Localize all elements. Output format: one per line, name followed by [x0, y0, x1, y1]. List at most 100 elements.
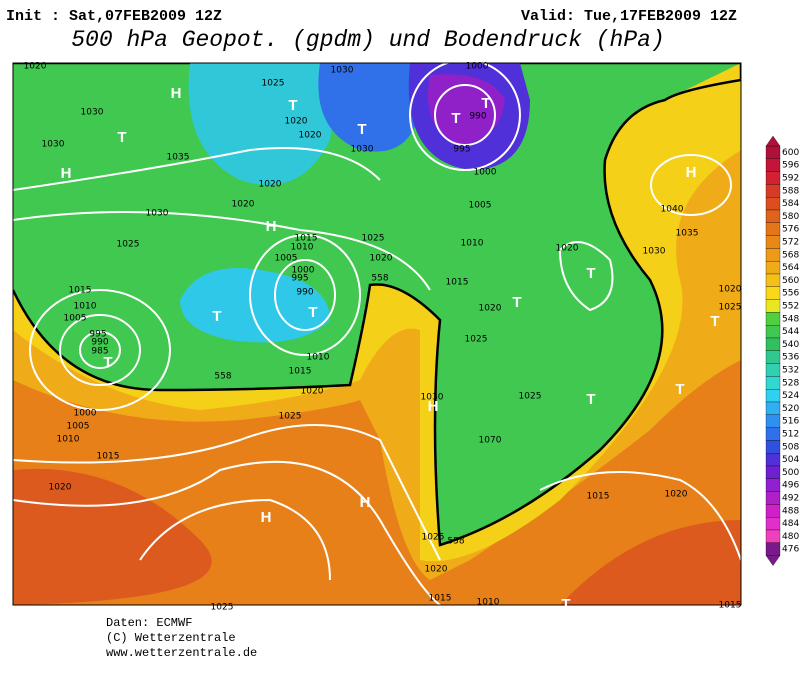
- legend-label: 540: [782, 340, 799, 350]
- isobar-label: 1000: [74, 409, 97, 419]
- legend-swatch: [765, 363, 781, 377]
- isobar-label: 995: [89, 330, 106, 340]
- isobar-label: 1020: [259, 180, 282, 190]
- pressure-center: T: [481, 95, 490, 112]
- legend-swatch: [765, 453, 781, 467]
- isobar-label: 1025: [211, 603, 234, 613]
- isobar-label: 1030: [331, 66, 354, 76]
- isobar-label: 990: [91, 338, 108, 348]
- isobar-label: 1025: [279, 412, 302, 422]
- isobar-label: 1035: [167, 153, 190, 163]
- legend-swatch: [765, 325, 781, 339]
- isobar-label: 1000: [474, 168, 497, 178]
- pressure-center: T: [103, 354, 112, 371]
- isobar-label: 558: [371, 274, 388, 284]
- isobar-label: 1020: [232, 200, 255, 210]
- isobar-label: 1025: [719, 303, 742, 313]
- isobar-label: 1015: [429, 594, 452, 604]
- isobar-label: 1010: [307, 353, 330, 363]
- copyright: (C) Wetterzentrale: [106, 631, 236, 645]
- isobar-label: 1025: [519, 392, 542, 402]
- pressure-center: H: [428, 398, 439, 415]
- legend-label: 572: [782, 238, 799, 248]
- legend-swatch: [765, 376, 781, 390]
- legend-label: 488: [782, 506, 799, 516]
- legend-label: 548: [782, 314, 799, 324]
- legend-swatch: [765, 440, 781, 454]
- isobar-label: 1020: [556, 244, 579, 254]
- legend-label: 544: [782, 327, 799, 337]
- legend-label: 588: [782, 186, 799, 196]
- map-field: [12, 62, 742, 606]
- legend-swatch: [765, 299, 781, 313]
- isobar-label: 1015: [295, 234, 318, 244]
- isobar-label: 1030: [421, 393, 444, 403]
- isobar-label: 1020: [49, 483, 72, 493]
- legend-label: 484: [782, 519, 799, 529]
- legend-label: 512: [782, 430, 799, 440]
- isobar-label: 995: [453, 145, 470, 155]
- pressure-center: T: [357, 121, 366, 138]
- legend-swatch: [765, 529, 781, 543]
- legend-label: 516: [782, 417, 799, 427]
- legend-swatch: [765, 389, 781, 403]
- legend-label: 556: [782, 289, 799, 299]
- isobar-label: 1015: [446, 278, 469, 288]
- legend-label: 520: [782, 404, 799, 414]
- isobar-label: 1020: [301, 387, 324, 397]
- legend-label: 500: [782, 468, 799, 478]
- isobar-label: 1030: [351, 145, 374, 155]
- legend-swatch: [765, 427, 781, 441]
- legend-swatch: [765, 209, 781, 223]
- isobar-label: 1015: [69, 286, 92, 296]
- isobar-label: 1020: [299, 131, 322, 141]
- isobar-label: 1025: [262, 79, 285, 89]
- legend-label: 564: [782, 263, 799, 273]
- legend-swatch: [765, 286, 781, 300]
- isobar-label: 1005: [67, 422, 90, 432]
- pressure-center: T: [710, 313, 719, 330]
- legend-swatch: [765, 184, 781, 198]
- pressure-center: H: [61, 165, 72, 182]
- isobar-label: 1000: [466, 62, 489, 72]
- isobar-label: 1020: [370, 254, 393, 264]
- isobar-label: 995: [291, 274, 308, 284]
- legend-swatch: [765, 197, 781, 211]
- website: www.wetterzentrale.de: [106, 646, 257, 660]
- valid-time: Valid: Tue,17FEB2009 12Z: [521, 8, 737, 25]
- legend-label: 504: [782, 455, 799, 465]
- isobar-label: 1020: [425, 565, 448, 575]
- legend-label: 532: [782, 366, 799, 376]
- isobar-label: 1020: [24, 62, 47, 72]
- legend-swatch: [765, 261, 781, 275]
- legend-label: 552: [782, 302, 799, 312]
- legend-label: 492: [782, 494, 799, 504]
- legend-swatch: [765, 414, 781, 428]
- legend-swatch: [765, 158, 781, 172]
- isobar-label: 1020: [665, 490, 688, 500]
- isobar-label: 990: [296, 288, 313, 298]
- legend-swatch: [765, 491, 781, 505]
- isobar-label: 1015: [97, 452, 120, 462]
- pressure-center: T: [586, 391, 595, 408]
- isobar-label: 1015: [289, 367, 312, 377]
- isobar-label: 1010: [461, 239, 484, 249]
- isobar-label: 1025: [422, 533, 445, 543]
- isobar-label: 1020: [479, 304, 502, 314]
- legend-swatch: [765, 273, 781, 287]
- isobar-label: 1030: [643, 247, 666, 257]
- isobar-label: 1020: [719, 285, 742, 295]
- pressure-center: T: [288, 97, 297, 114]
- pressure-center: T: [512, 294, 521, 311]
- legend-cap-top: [765, 135, 781, 147]
- init-time: Init : Sat,07FEB2009 12Z: [6, 8, 222, 25]
- legend-label: 584: [782, 199, 799, 209]
- isobar-label: 558: [447, 537, 464, 547]
- pressure-center: T: [212, 308, 221, 325]
- legend-label: 536: [782, 353, 799, 363]
- isobar-label: 1010: [74, 302, 97, 312]
- isobar-label: 1025: [465, 335, 488, 345]
- legend-swatch: [765, 465, 781, 479]
